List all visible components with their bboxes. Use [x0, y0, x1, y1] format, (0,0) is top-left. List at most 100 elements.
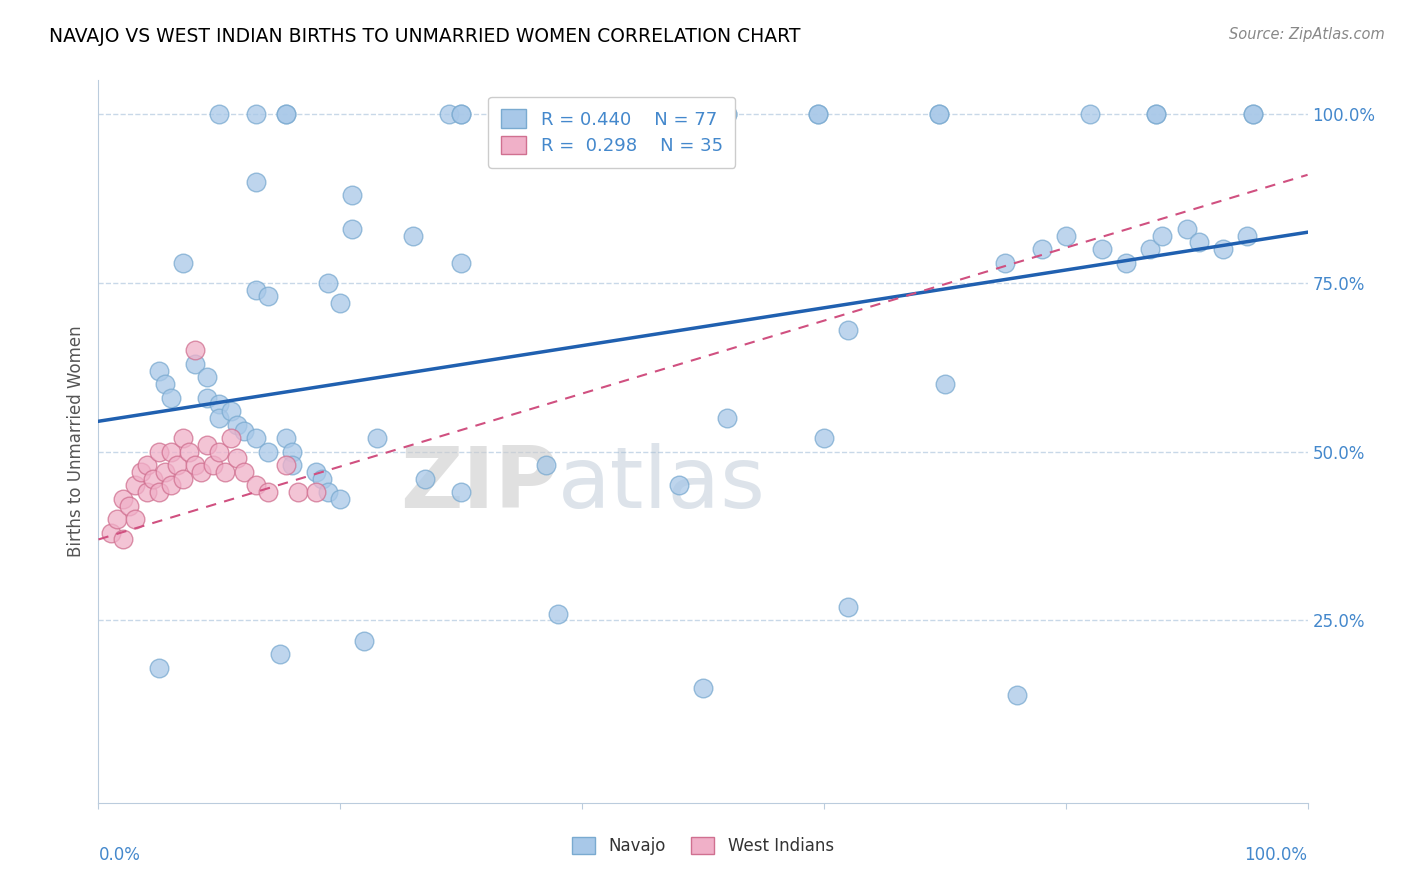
Text: atlas: atlas — [558, 443, 766, 526]
Point — [1212, 242, 1234, 256]
Text: 100.0%: 100.0% — [1244, 847, 1308, 864]
Point — [256, 289, 278, 303]
Point — [148, 364, 170, 378]
Point — [226, 451, 249, 466]
Point — [208, 107, 231, 121]
Point — [160, 478, 183, 492]
Point — [208, 444, 231, 458]
Point — [184, 343, 207, 358]
Point — [450, 107, 472, 121]
Point — [274, 107, 297, 121]
Point — [450, 107, 472, 121]
Point — [190, 465, 212, 479]
Point — [1236, 228, 1258, 243]
Point — [1152, 228, 1174, 243]
Point — [1007, 688, 1029, 702]
Point — [716, 107, 738, 121]
Point — [195, 391, 218, 405]
Point — [274, 458, 297, 472]
Point — [994, 255, 1017, 269]
Point — [305, 465, 328, 479]
Point — [148, 444, 170, 458]
Point — [287, 485, 309, 500]
Point — [1031, 242, 1053, 256]
Point — [837, 599, 859, 614]
Text: ZIP: ZIP — [401, 443, 558, 526]
Point — [807, 107, 830, 121]
Point — [124, 478, 146, 492]
Point — [1188, 235, 1211, 250]
Point — [172, 431, 194, 445]
Point — [195, 370, 218, 384]
Point — [166, 458, 188, 472]
Point — [1139, 242, 1161, 256]
Point — [208, 411, 231, 425]
Point — [437, 107, 460, 121]
Point — [316, 485, 339, 500]
Point — [342, 222, 364, 236]
Point — [226, 417, 249, 432]
Point — [208, 397, 231, 411]
Point — [195, 438, 218, 452]
Point — [534, 458, 557, 472]
Point — [1241, 107, 1264, 121]
Point — [716, 107, 738, 121]
Point — [329, 296, 352, 310]
Point — [583, 107, 606, 121]
Point — [153, 465, 176, 479]
Point — [202, 458, 225, 472]
Point — [148, 485, 170, 500]
Point — [142, 472, 165, 486]
Point — [1115, 255, 1137, 269]
Point — [716, 411, 738, 425]
Point — [245, 175, 267, 189]
Point — [837, 323, 859, 337]
Point — [450, 485, 472, 500]
Point — [172, 472, 194, 486]
Point — [214, 465, 236, 479]
Point — [232, 465, 254, 479]
Point — [105, 512, 128, 526]
Point — [179, 444, 201, 458]
Point — [934, 377, 956, 392]
Point — [1241, 107, 1264, 121]
Point — [413, 472, 436, 486]
Point — [274, 107, 297, 121]
Point — [692, 681, 714, 695]
Point — [245, 431, 267, 445]
Point — [1146, 107, 1168, 121]
Point — [256, 444, 278, 458]
Point — [160, 391, 183, 405]
Point — [547, 607, 569, 621]
Point — [100, 525, 122, 540]
Text: 0.0%: 0.0% — [98, 847, 141, 864]
Point — [245, 283, 267, 297]
Point — [160, 444, 183, 458]
Point — [153, 377, 176, 392]
Point — [1078, 107, 1101, 121]
Point — [135, 485, 157, 500]
Point — [124, 512, 146, 526]
Point — [245, 107, 267, 121]
Point — [184, 357, 207, 371]
Point — [402, 228, 425, 243]
Text: Source: ZipAtlas.com: Source: ZipAtlas.com — [1229, 27, 1385, 42]
Point — [1146, 107, 1168, 121]
Point — [111, 491, 134, 506]
Point — [172, 255, 194, 269]
Point — [118, 499, 141, 513]
Point — [928, 107, 950, 121]
Point — [129, 465, 152, 479]
Point — [221, 404, 243, 418]
Point — [245, 478, 267, 492]
Point — [1091, 242, 1114, 256]
Point — [366, 431, 388, 445]
Point — [232, 425, 254, 439]
Point — [281, 444, 304, 458]
Point — [148, 661, 170, 675]
Point — [184, 458, 207, 472]
Point — [111, 533, 134, 547]
Point — [281, 458, 304, 472]
Point — [311, 472, 333, 486]
Point — [221, 431, 243, 445]
